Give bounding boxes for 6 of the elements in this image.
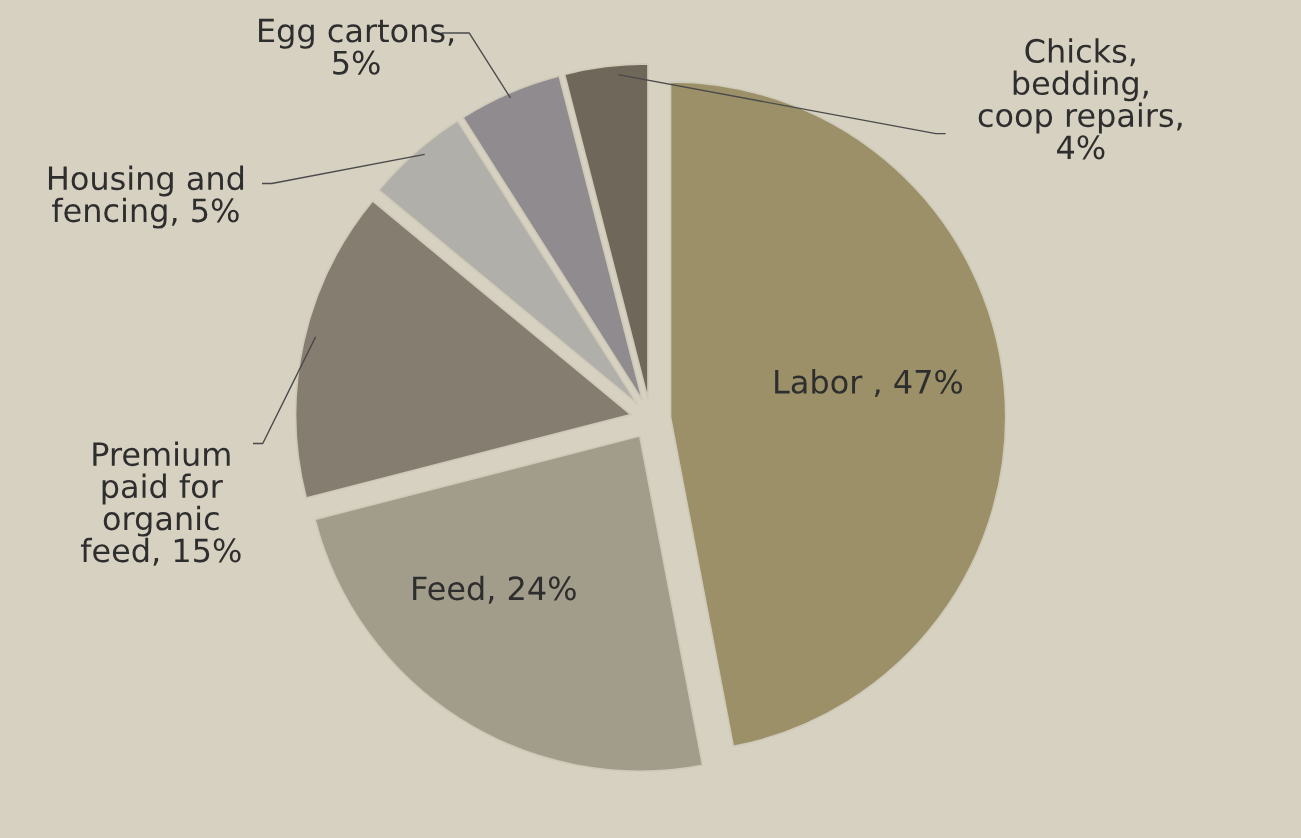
slice-label: Labor , 47% <box>775 369 963 398</box>
slice-label: Egg cartons, 5% <box>259 18 454 75</box>
slice-label: Premium paid for organic feed, 15% <box>80 441 241 566</box>
slice-label: Chicks, bedding, coop repairs, 4% <box>978 38 1182 160</box>
slice-label: Feed, 24% <box>413 575 576 604</box>
slice-label: Housing and fencing, 5% <box>48 165 244 229</box>
